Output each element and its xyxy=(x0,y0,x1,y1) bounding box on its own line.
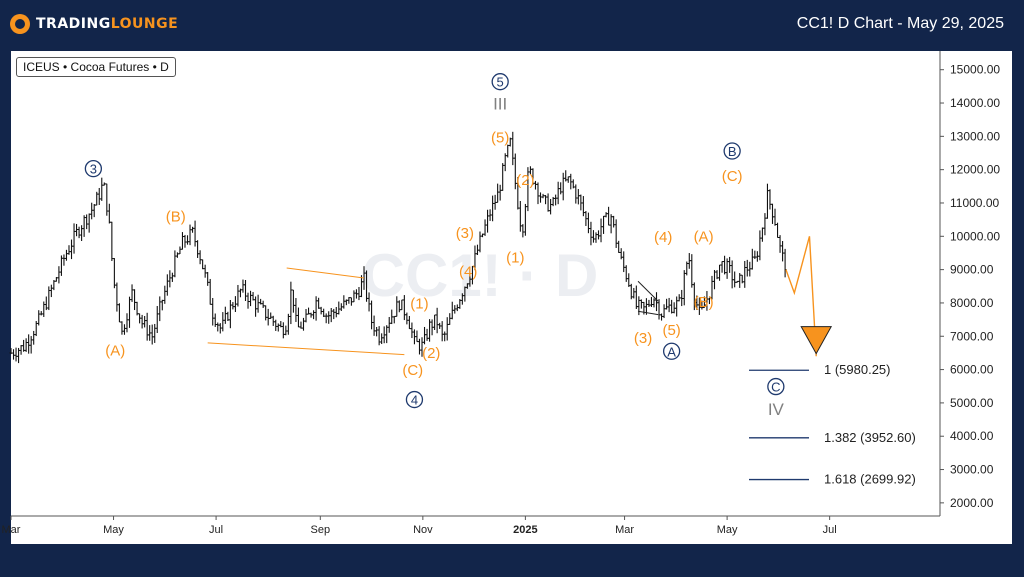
wave-label: (A) xyxy=(105,342,125,359)
y-tick-label: 7000.00 xyxy=(950,329,994,343)
wave-label: C xyxy=(771,380,780,395)
wave-label-circle xyxy=(84,160,103,178)
trendline xyxy=(286,267,365,279)
y-tick-label: 13000.00 xyxy=(950,129,1000,143)
trendline xyxy=(207,342,405,356)
header-bar: TRADINGLOUNGE CC1! D Chart - May 29, 202… xyxy=(0,0,1024,50)
watermark: CC1! · D xyxy=(362,242,599,309)
wave-label-circle xyxy=(405,390,424,409)
x-tick-label: Mar xyxy=(2,524,21,536)
y-tick-label: 9000.00 xyxy=(950,263,994,277)
brand-logo[interactable]: TRADINGLOUNGE xyxy=(10,14,178,34)
wave-label: (3) xyxy=(456,225,474,242)
fib-level-label: 1 (5980.25) xyxy=(824,362,891,377)
wave-label: A xyxy=(667,344,676,359)
x-tick-label: Mar xyxy=(615,524,634,536)
x-tick-label: Sep xyxy=(311,524,331,536)
wave-label: (4) xyxy=(459,263,477,280)
x-tick-label: May xyxy=(717,524,738,536)
fib-level-label: 1.618 (2699.92) xyxy=(824,472,916,487)
y-tick-label: 15000.00 xyxy=(950,63,1000,77)
wave-label: (5) xyxy=(662,322,680,339)
x-tick-label: May xyxy=(103,524,124,536)
target-triangle xyxy=(800,326,833,355)
x-tick-label: Nov xyxy=(413,524,433,536)
y-tick-label: 14000.00 xyxy=(950,96,1000,110)
wave-label-circle xyxy=(767,377,785,396)
wave-label: (2) xyxy=(516,172,534,189)
wave-label: (1) xyxy=(410,295,428,312)
wave-label: III xyxy=(493,94,507,113)
wave-label: (3) xyxy=(634,330,652,347)
y-tick-label: 11000.00 xyxy=(950,196,999,210)
wave-label: (1) xyxy=(506,250,524,267)
wave-label-circle xyxy=(662,342,681,360)
x-tick-label: 2025 xyxy=(513,524,537,536)
wave-label: 3 xyxy=(90,162,97,177)
wave-label: 5 xyxy=(497,75,504,90)
wave-label: (4) xyxy=(654,229,672,246)
y-tick-label: 4000.00 xyxy=(950,429,994,443)
wave-label: IV xyxy=(768,400,785,419)
y-tick-label: 10000.00 xyxy=(950,229,1000,243)
chart-title: CC1! D Chart - May 29, 2025 xyxy=(796,15,1004,32)
wave-label: (C) xyxy=(402,362,423,379)
wave-label: (B) xyxy=(166,208,186,225)
y-tick-label: 6000.00 xyxy=(950,363,994,377)
trendline xyxy=(637,310,659,316)
wave-label: (B) xyxy=(694,294,714,311)
y-tick-label: 12000.00 xyxy=(950,163,1000,177)
chart-panel[interactable] xyxy=(11,51,1012,544)
trendline xyxy=(637,280,659,302)
wave-label-circle xyxy=(723,142,741,160)
x-tick-label: Jul xyxy=(209,524,223,536)
wave-label: (C) xyxy=(722,168,743,185)
brand-name: TRADINGLOUNGE xyxy=(36,16,179,32)
y-tick-label: 5000.00 xyxy=(950,396,994,410)
wave-label: (A) xyxy=(694,228,714,245)
y-tick-label: 2000.00 xyxy=(950,496,994,510)
logo-icon xyxy=(10,14,30,34)
wave-label: B xyxy=(728,144,737,159)
symbol-legend[interactable]: ICEUS • Cocoa Futures • D xyxy=(16,57,176,77)
wave-label: 4 xyxy=(411,393,418,408)
fib-level-label: 1.382 (3952.60) xyxy=(824,430,916,445)
wave-label: (2) xyxy=(422,345,440,362)
projection-path xyxy=(785,236,817,357)
x-tick-label: Jul xyxy=(823,524,837,536)
y-tick-label: 3000.00 xyxy=(950,463,994,477)
wave-label: (5) xyxy=(491,129,509,146)
y-tick-label: 8000.00 xyxy=(950,296,994,310)
wave-label-circle xyxy=(491,73,509,91)
